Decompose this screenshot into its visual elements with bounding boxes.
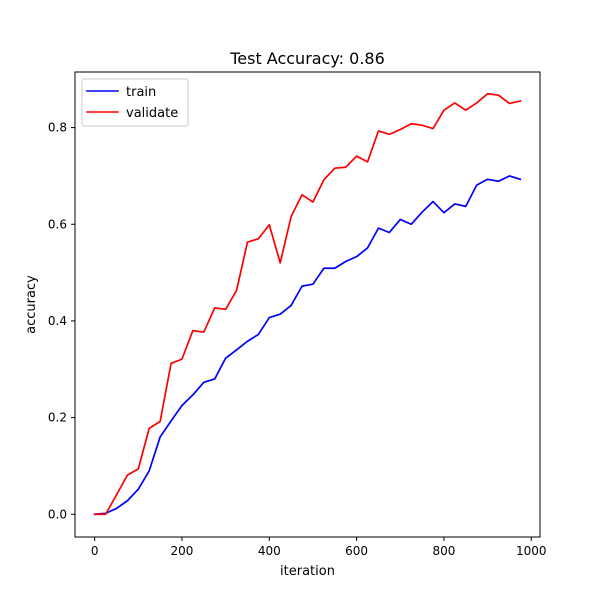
- y-axis-label: accuracy: [24, 275, 39, 334]
- x-tick-label: 1000: [516, 544, 547, 558]
- y-tick-label: 0.6: [48, 217, 67, 231]
- x-tick-label: 800: [432, 544, 455, 558]
- y-tick-label: 0.4: [48, 314, 67, 328]
- x-tick-label: 0: [91, 544, 99, 558]
- series-layer: [93, 92, 522, 516]
- x-tick-label: 200: [171, 544, 194, 558]
- plot-frame: [74, 71, 541, 538]
- x-axis-label: iteration: [280, 564, 335, 579]
- x-tick-label: 600: [345, 544, 368, 558]
- x-tick-label: 400: [258, 544, 281, 558]
- legend-label-validate: validate: [126, 106, 178, 121]
- y-tick-label: 0.2: [48, 411, 67, 425]
- y-tick-label: 0.8: [48, 121, 67, 135]
- series-line-train: [93, 175, 522, 516]
- series-line-validate: [93, 92, 522, 516]
- tick-layer: 0 200 400 600 800 1000 0.0 0.2 0.4 0.6 0.8: [48, 121, 547, 558]
- chart-title: Test Accuracy: 0.86: [229, 49, 385, 68]
- legend-label-train: train: [126, 85, 156, 100]
- legend: train validate: [81, 78, 189, 127]
- y-tick-label: 0.0: [48, 507, 67, 521]
